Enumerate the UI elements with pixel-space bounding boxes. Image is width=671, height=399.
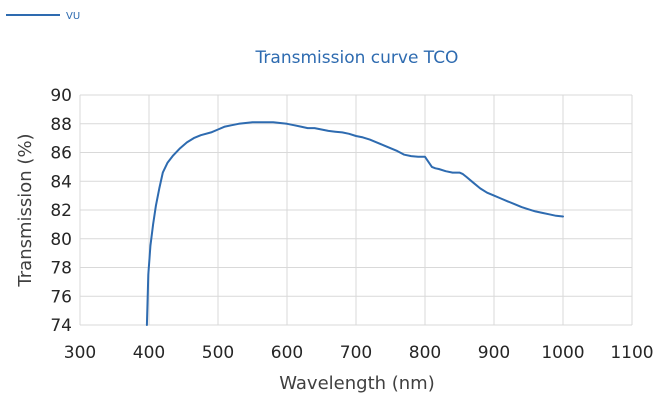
- x-axis-ticks: 300 400 500 600 700 800 900 1000 1100: [64, 343, 654, 363]
- x-tick-label: 600: [271, 343, 303, 363]
- series-line-vu: [145, 121, 564, 326]
- x-tick-label: 300: [64, 343, 96, 363]
- gridlines: [79, 94, 633, 326]
- y-tick-label: 86: [50, 144, 72, 164]
- x-axis-label: Wavelength (nm): [279, 373, 435, 394]
- y-axis-ticks: 74 76 78 80 82 84 86 88 90: [50, 86, 72, 336]
- y-tick-label: 84: [50, 172, 72, 192]
- y-tick-label: 80: [50, 230, 72, 250]
- x-tick-label: 500: [202, 343, 234, 363]
- x-tick-label: 1000: [541, 343, 584, 363]
- y-tick-label: 88: [50, 115, 72, 135]
- y-axis-label: Transmission (%): [15, 133, 36, 287]
- y-tick-label: 76: [50, 287, 72, 307]
- x-tick-label: 800: [409, 343, 441, 363]
- series-group: [145, 121, 564, 326]
- y-tick-label: 74: [50, 316, 72, 336]
- x-tick-label: 900: [478, 343, 510, 363]
- x-tick-label: 400: [133, 343, 165, 363]
- legend-label-vu: VU: [66, 11, 80, 22]
- y-tick-label: 78: [50, 259, 72, 279]
- y-tick-label: 90: [50, 86, 72, 106]
- x-tick-label: 700: [340, 343, 372, 363]
- chart-title: Transmission curve TCO: [255, 48, 459, 68]
- y-tick-label: 82: [50, 201, 72, 221]
- x-tick-label: 1100: [610, 343, 653, 363]
- legend: VU: [6, 11, 80, 22]
